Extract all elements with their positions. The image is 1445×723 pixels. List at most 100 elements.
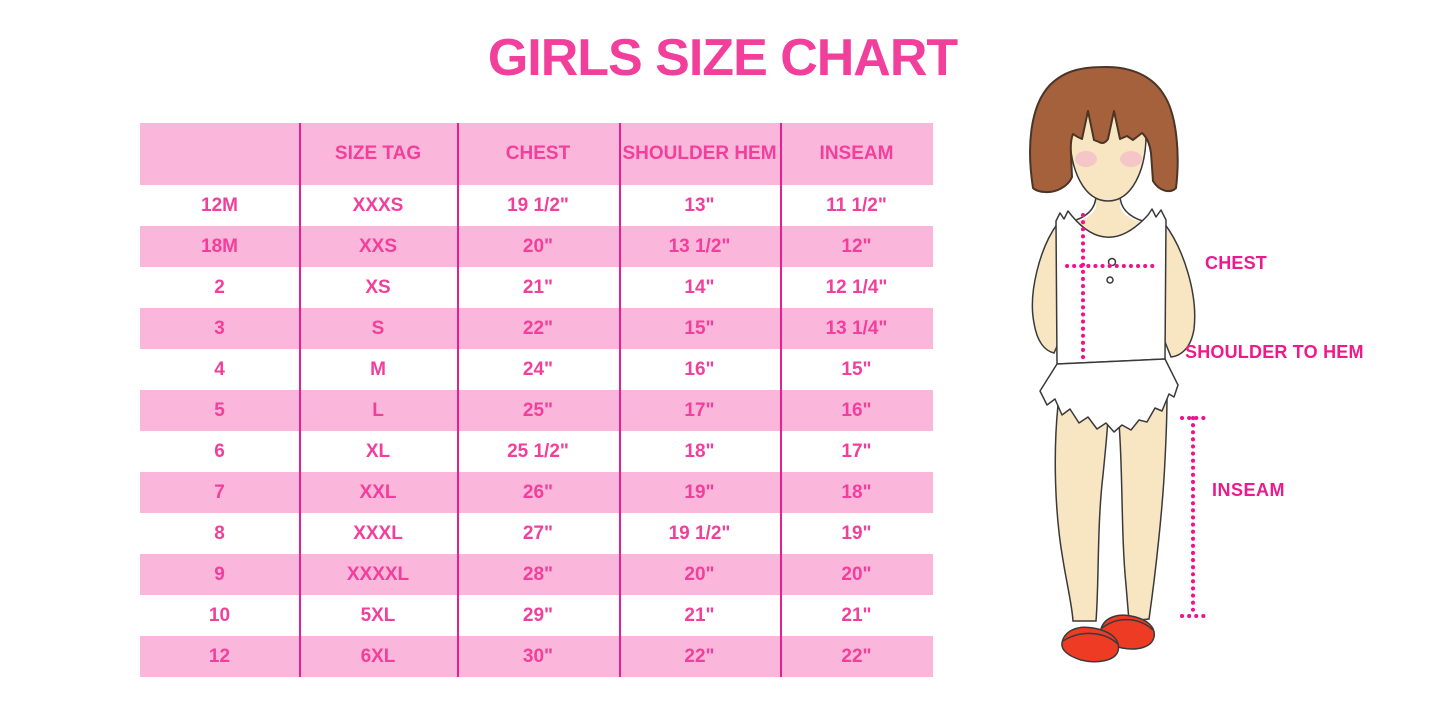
- table-cell: 19 1/2": [507, 194, 569, 216]
- table-cell: 12": [841, 235, 872, 257]
- table-cell: XXL: [359, 481, 397, 503]
- table-cell: XS: [365, 276, 391, 298]
- table-cell: 22": [841, 645, 872, 667]
- table-cell: 13 1/4": [825, 317, 888, 339]
- table-cell: 19": [684, 481, 715, 503]
- table-cell: 16": [841, 399, 872, 421]
- table-row: 9 XXXXL 28" 20" 20": [140, 554, 933, 595]
- table-cell: 20": [522, 235, 554, 257]
- header-cell: SHOULDER HEM: [622, 143, 777, 164]
- table-cell: 3: [214, 317, 225, 339]
- left-arm: [1031, 220, 1063, 354]
- table-cell: 20": [684, 563, 715, 585]
- table-cell: 25": [522, 399, 554, 421]
- column-divider-line: [619, 123, 621, 677]
- right-shoe-strap: [1101, 618, 1154, 631]
- table-row: 12M XXXS 19 1/2" 13" 11 1/2": [140, 185, 933, 226]
- table-cell: 21": [841, 604, 872, 626]
- table-cell: 13": [684, 194, 715, 216]
- table-cell: 6: [214, 440, 225, 462]
- table-row: 3 S 22" 15" 13 1/4": [140, 308, 933, 349]
- table-row: 7 XXL 26" 19" 18": [140, 472, 933, 513]
- table-cell: 17": [684, 399, 715, 421]
- column-divider-line: [457, 123, 459, 677]
- table-cell: 22": [684, 645, 715, 667]
- shoulder-to-hem-label: SHOULDER TO HEM: [1185, 342, 1364, 362]
- table-cell: 22": [522, 317, 554, 339]
- table-cell: XL: [365, 440, 391, 462]
- hair: [1029, 66, 1179, 194]
- table-row: 2 XS 21" 14" 12 1/4": [140, 267, 933, 308]
- table-cell: 30": [522, 645, 554, 667]
- table-cell: 5: [214, 399, 225, 421]
- header-cell: [140, 123, 299, 185]
- column-divider-line: [299, 123, 301, 677]
- table-cell: 10: [208, 604, 231, 626]
- table-cell: 6XL: [360, 645, 396, 667]
- table-cell: 7: [214, 481, 225, 503]
- left-leg: [1054, 404, 1109, 622]
- table-cell: 21": [522, 276, 554, 298]
- table-cell: 15": [841, 358, 872, 380]
- header-cell: CHEST: [505, 143, 571, 164]
- table-cell: 27": [522, 522, 554, 544]
- table-cell: S: [371, 317, 385, 339]
- table-cell: 2: [214, 276, 225, 298]
- table-cell: XXXS: [352, 194, 404, 216]
- size-table: SIZE TAG CHEST SHOULDER HEM INSEAM 12M XXXS 19…: [140, 123, 933, 677]
- table-cell: 15": [684, 317, 715, 339]
- table-cell: M: [370, 358, 386, 380]
- table-cell: 9: [214, 563, 225, 585]
- table-cell: 12 1/4": [825, 276, 888, 298]
- table-cell: 11 1/2": [826, 194, 887, 216]
- right-arm: [1162, 220, 1196, 358]
- table-cell: XXS: [358, 235, 398, 257]
- table-cell: 24": [522, 358, 554, 380]
- table-row: 5 L 25" 17" 16": [140, 390, 933, 431]
- chest-label: CHEST: [1205, 253, 1268, 273]
- table-cell: 18M: [201, 235, 238, 257]
- table-cell: 8: [214, 522, 225, 544]
- table-cell: 18": [684, 440, 715, 462]
- dress-button-top: [1107, 257, 1117, 267]
- table-cell: 19": [841, 522, 872, 544]
- table-cell: 14": [684, 276, 715, 298]
- table-cell: 17": [841, 440, 872, 462]
- table-header-row: SIZE TAG CHEST SHOULDER HEM INSEAM: [140, 123, 933, 185]
- table-row: 18M XXS 20" 13 1/2" 12": [140, 226, 933, 267]
- blush-left: [1075, 151, 1097, 167]
- dress-skirt: [1039, 358, 1179, 433]
- left-shoe-strap: [1062, 632, 1119, 645]
- table-row: 4 M 24" 16" 15": [140, 349, 933, 390]
- table-cell: 12: [208, 645, 231, 667]
- table-cell: 19 1/2": [668, 522, 731, 544]
- table-row: 8 XXXL 27" 19 1/2" 19": [140, 513, 933, 554]
- table-cell: 16": [684, 358, 715, 380]
- table-cell: L: [372, 399, 384, 421]
- table-cell: XXXL: [353, 522, 403, 544]
- table-cell: XXXXL: [346, 563, 410, 585]
- header-cell: SIZE TAG: [334, 143, 422, 164]
- table-row: 10 5XL 29" 21" 21": [140, 595, 933, 636]
- table-cell: 4: [214, 358, 225, 380]
- girl-illustration: [1029, 66, 1206, 663]
- table-cell: 18": [841, 481, 872, 503]
- table-cell: 21": [684, 604, 715, 626]
- right-leg: [1118, 395, 1168, 622]
- dress-bodice: [1055, 208, 1167, 365]
- table-cell: 29": [522, 604, 554, 626]
- column-divider-line: [780, 123, 782, 677]
- inseam-label: INSEAM: [1212, 480, 1286, 500]
- table-cell: 26": [522, 481, 554, 503]
- table-cell: 25 1/2": [507, 440, 569, 462]
- table-cell: 28": [522, 563, 554, 585]
- page-title: GIRLS SIZE CHART: [487, 29, 958, 87]
- header-cell: INSEAM: [819, 143, 894, 164]
- blush-right: [1120, 151, 1142, 167]
- table-row: 6 XL 25 1/2" 18" 17": [140, 431, 933, 472]
- table-cell: 20": [841, 563, 872, 585]
- table-cell: 12M: [201, 194, 238, 216]
- table-cell: 13 1/2": [668, 235, 731, 257]
- table-row: 12 6XL 30" 22" 22": [140, 636, 933, 677]
